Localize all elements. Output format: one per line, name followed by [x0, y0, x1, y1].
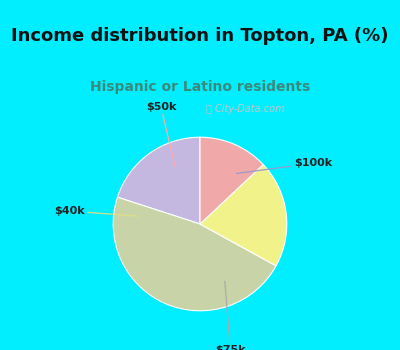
- Text: $50k: $50k: [146, 102, 176, 167]
- Text: ⓘ City-Data.com: ⓘ City-Data.com: [206, 104, 285, 114]
- Text: $75k: $75k: [215, 281, 246, 350]
- Text: Income distribution in Topton, PA (%): Income distribution in Topton, PA (%): [11, 27, 389, 45]
- Text: $40k: $40k: [54, 206, 138, 216]
- Wedge shape: [118, 137, 200, 224]
- Text: $100k: $100k: [237, 158, 332, 174]
- Text: Hispanic or Latino residents: Hispanic or Latino residents: [90, 80, 310, 94]
- Wedge shape: [200, 164, 287, 266]
- Wedge shape: [200, 137, 263, 224]
- Wedge shape: [113, 197, 276, 311]
